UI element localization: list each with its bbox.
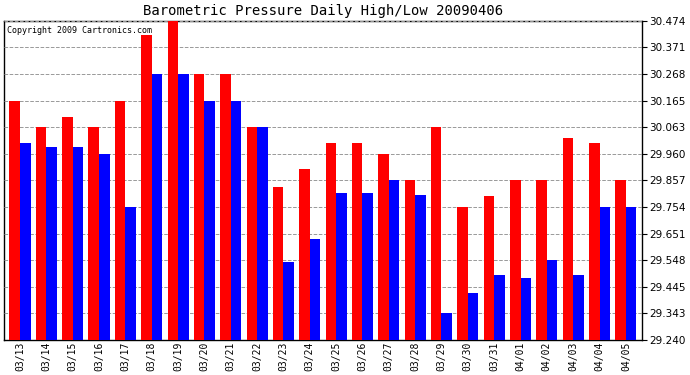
Bar [126,207,136,340]
Bar [62,117,72,340]
Bar [510,180,520,340]
Bar [326,143,336,340]
Text: Copyright 2009 Cartronics.com: Copyright 2009 Cartronics.com [8,26,152,34]
Bar [46,147,57,340]
Bar [220,74,230,340]
Bar [168,21,178,340]
Bar [484,196,494,340]
Bar [115,101,126,340]
Bar [20,143,30,340]
Bar [257,127,268,340]
Bar [468,294,478,340]
Bar [457,207,468,340]
Bar [404,180,415,340]
Bar [204,101,215,340]
Bar [141,35,152,340]
Bar [562,138,573,340]
Bar [352,143,362,340]
Bar [230,101,241,340]
Bar [299,169,310,340]
Bar [72,147,83,340]
Bar [600,207,610,340]
Bar [536,180,547,340]
Bar [246,127,257,340]
Bar [178,74,188,340]
Bar [415,195,426,340]
Bar [431,127,442,340]
Bar [88,127,99,340]
Bar [284,262,294,340]
Bar [99,154,110,340]
Bar [10,101,20,340]
Bar [378,154,388,340]
Bar [273,188,284,340]
Bar [362,192,373,340]
Bar [494,275,504,340]
Bar [520,278,531,340]
Bar [547,260,558,340]
Bar [194,74,204,340]
Bar [310,239,320,340]
Bar [442,314,452,340]
Bar [388,180,400,340]
Bar [152,74,162,340]
Bar [615,180,626,340]
Bar [589,143,600,340]
Bar [573,275,584,340]
Bar [36,127,46,340]
Bar [626,207,636,340]
Bar [336,192,346,340]
Title: Barometric Pressure Daily High/Low 20090406: Barometric Pressure Daily High/Low 20090… [143,4,503,18]
